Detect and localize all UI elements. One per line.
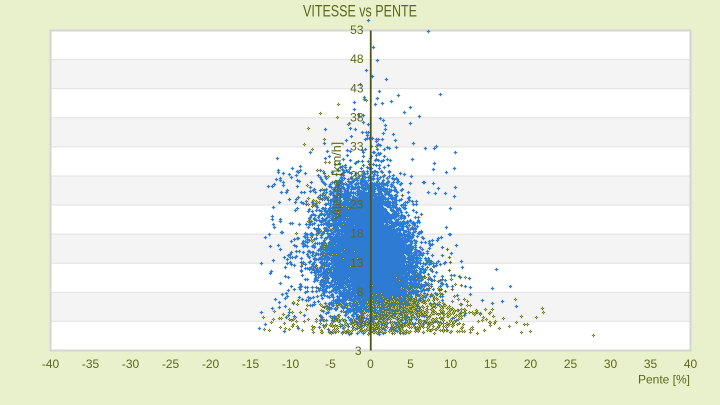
svg-text:30: 30 xyxy=(604,357,618,371)
svg-text:25: 25 xyxy=(564,357,578,371)
svg-text:VITESSE vs PENTE: VITESSE vs PENTE xyxy=(303,3,417,21)
svg-text:28: 28 xyxy=(350,169,364,183)
svg-text:-15: -15 xyxy=(242,357,260,371)
svg-text:35: 35 xyxy=(644,357,658,371)
svg-text:15: 15 xyxy=(484,357,498,371)
svg-text:Vitesse [km/h]: Vitesse [km/h] xyxy=(330,142,344,220)
svg-text:23: 23 xyxy=(350,198,364,212)
svg-text:33: 33 xyxy=(350,140,364,154)
svg-text:-10: -10 xyxy=(282,357,300,371)
svg-text:-5: -5 xyxy=(325,357,336,371)
svg-text:20: 20 xyxy=(524,357,538,371)
svg-text:-40: -40 xyxy=(42,357,60,371)
svg-text:13: 13 xyxy=(350,256,364,270)
svg-text:48: 48 xyxy=(350,52,364,66)
svg-text:43: 43 xyxy=(350,81,364,95)
svg-text:10: 10 xyxy=(444,357,458,371)
svg-text:Pente [%]: Pente [%] xyxy=(638,373,690,387)
svg-text:-20: -20 xyxy=(202,357,220,371)
svg-text:40: 40 xyxy=(684,357,698,371)
svg-text:0: 0 xyxy=(367,357,374,371)
svg-text:53: 53 xyxy=(350,23,364,37)
svg-text:38: 38 xyxy=(350,110,364,124)
svg-text:3: 3 xyxy=(357,314,364,328)
svg-text:3: 3 xyxy=(355,344,362,358)
svg-text:18: 18 xyxy=(350,227,364,241)
svg-text:-25: -25 xyxy=(162,357,180,371)
svg-text:-30: -30 xyxy=(122,357,140,371)
svg-text:-35: -35 xyxy=(82,357,100,371)
svg-text:8: 8 xyxy=(357,285,364,299)
svg-text:5: 5 xyxy=(407,357,414,371)
